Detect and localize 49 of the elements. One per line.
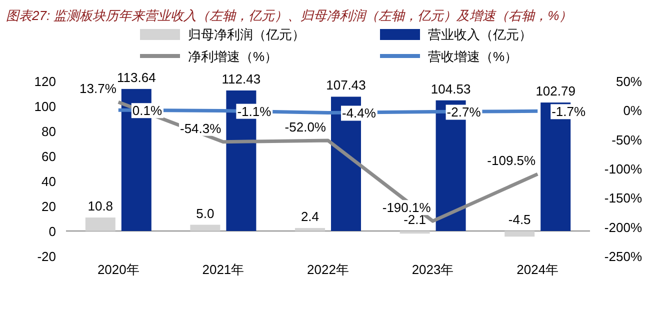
data-label: -4.4% xyxy=(342,106,376,121)
bar xyxy=(295,228,325,231)
bar xyxy=(190,224,220,231)
data-label: -1.1% xyxy=(237,104,272,119)
data-label: 107.43 xyxy=(326,78,366,93)
legend-label: 营收增速（%） xyxy=(428,49,518,64)
y2-tick-label: 50% xyxy=(616,74,642,89)
legend-label: 营业收入（亿元） xyxy=(428,27,532,42)
bar xyxy=(400,231,430,234)
x-tick-label: 2021年 xyxy=(202,262,244,277)
x-tick-label: 2020年 xyxy=(97,262,140,277)
data-label: -52.0% xyxy=(284,120,326,134)
data-label: -1.7% xyxy=(552,104,586,120)
legend-label: 归母净利润（亿元） xyxy=(188,27,305,42)
data-label: 112.43 xyxy=(222,71,261,86)
data-label: -2.7% xyxy=(446,104,482,120)
data-label: 0.1% xyxy=(132,103,162,118)
y2-tick-label: 0% xyxy=(623,103,642,118)
data-label: 13.7% xyxy=(80,81,117,96)
data-label: -190.1% xyxy=(382,200,432,216)
data-label: 104.53 xyxy=(430,81,471,96)
data-label: -109.5% xyxy=(487,153,536,168)
y2-tick-label: -200% xyxy=(604,220,642,235)
x-tick-label: 2022年 xyxy=(307,262,349,277)
y2-tick-label: -50% xyxy=(612,132,642,148)
bar xyxy=(85,218,116,231)
bar xyxy=(504,231,535,237)
x-tick-label: 2024年 xyxy=(516,262,559,277)
data-label: 2.4 xyxy=(300,209,320,224)
data-label: -54.3% xyxy=(180,120,222,136)
y2-tick-label: -150% xyxy=(604,190,642,206)
y2-tick-label: -100% xyxy=(604,162,642,176)
x-tick-label: 2023年 xyxy=(412,262,454,277)
data-label: -4.5 xyxy=(508,212,531,227)
y-tick-label: 60 xyxy=(42,149,56,164)
legend-label: 净利增速（%） xyxy=(188,49,278,64)
y-tick-label: 100 xyxy=(34,99,56,114)
data-label: 5.0 xyxy=(196,206,214,221)
y-tick-label: 20 xyxy=(42,199,56,214)
y-tick-label: 0 xyxy=(48,224,56,239)
y-tick-label: 80 xyxy=(42,124,56,139)
y-tick-label: -20 xyxy=(37,249,56,264)
chart-title: 图表27: 监测板块历年来营业收入（左轴，亿元）、归母净利润（左轴，亿元）及增速（右轴，%） xyxy=(6,8,572,23)
data-label: 113.64 xyxy=(117,70,156,85)
y-tick-label: 120 xyxy=(34,74,56,89)
data-label: 10.8 xyxy=(88,198,114,214)
y2-tick-label: -250% xyxy=(604,249,642,264)
y-tick-label: 40 xyxy=(42,174,56,189)
data-label: 102.79 xyxy=(536,84,576,99)
